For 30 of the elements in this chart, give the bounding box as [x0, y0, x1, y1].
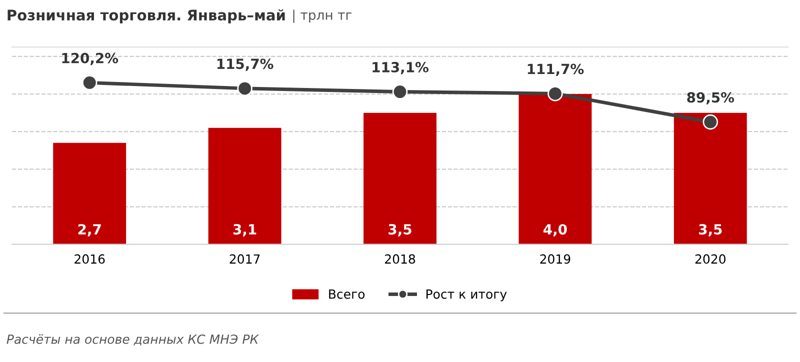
bar	[53, 142, 126, 244]
chart-subtitle: | трлн тг	[293, 10, 352, 23]
bar	[364, 112, 436, 244]
x-tick-label: 2020	[695, 254, 726, 264]
point	[392, 84, 408, 100]
data-label: 115,7%	[217, 58, 274, 71]
legend-label: Рост к итогу	[426, 290, 507, 302]
data-label: 3,1	[233, 224, 256, 236]
legend-label: Всего	[329, 290, 365, 299]
data-label: 3,5	[388, 224, 412, 236]
point	[548, 86, 563, 102]
point	[237, 80, 252, 96]
data-label: 113,1%	[372, 62, 428, 74]
bar	[674, 112, 747, 244]
data-label: 89,5%	[687, 92, 734, 104]
text: Расчёты на основе данных КС МНЭ РК	[6, 334, 260, 346]
point	[82, 75, 98, 90]
chart-title: Розничная торговля. Январь–май	[8, 9, 285, 24]
x-tick-label: 2017	[230, 254, 260, 264]
point	[702, 114, 718, 130]
data-label: 120,2%	[62, 52, 118, 66]
bar	[208, 128, 282, 244]
data-label: 2,7	[78, 224, 101, 236]
data-label: 4,0	[544, 224, 567, 236]
x-tick-label: 2016	[74, 254, 105, 264]
x-tick-label: 2019	[540, 254, 570, 264]
bar	[518, 94, 592, 244]
data-label: 3,5	[699, 224, 722, 236]
x-tick-label: 2018	[385, 254, 416, 264]
data-label: 111,7%	[528, 64, 584, 76]
